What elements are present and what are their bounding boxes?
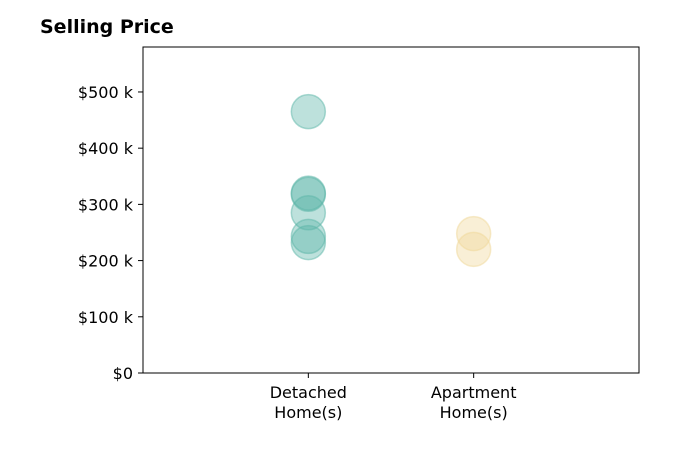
x-tick-label: Detached	[270, 383, 347, 402]
data-points	[290, 93, 492, 268]
data-point	[455, 231, 492, 268]
y-tick-label: $300 k	[78, 195, 134, 214]
data-point	[290, 224, 327, 261]
data-point	[455, 215, 492, 252]
y-tick-label: $100 k	[78, 308, 134, 327]
y-tick-label: $0	[113, 364, 133, 383]
data-point	[290, 93, 327, 130]
chart-title: Selling Price	[40, 16, 174, 38]
y-tick-label: $400 k	[78, 139, 134, 158]
y-tick-label: $500 k	[78, 83, 134, 102]
plot-frame	[142, 46, 640, 374]
y-tick-label: $200 k	[78, 252, 134, 271]
y-axis: $0 $100 k $200 k $300 k $400 k $500 k	[78, 83, 143, 383]
data-point	[290, 176, 327, 213]
x-tick-label: Home(s)	[274, 403, 342, 422]
x-tick-label: Home(s)	[440, 403, 508, 422]
x-tick-label: Apartment	[431, 383, 517, 402]
